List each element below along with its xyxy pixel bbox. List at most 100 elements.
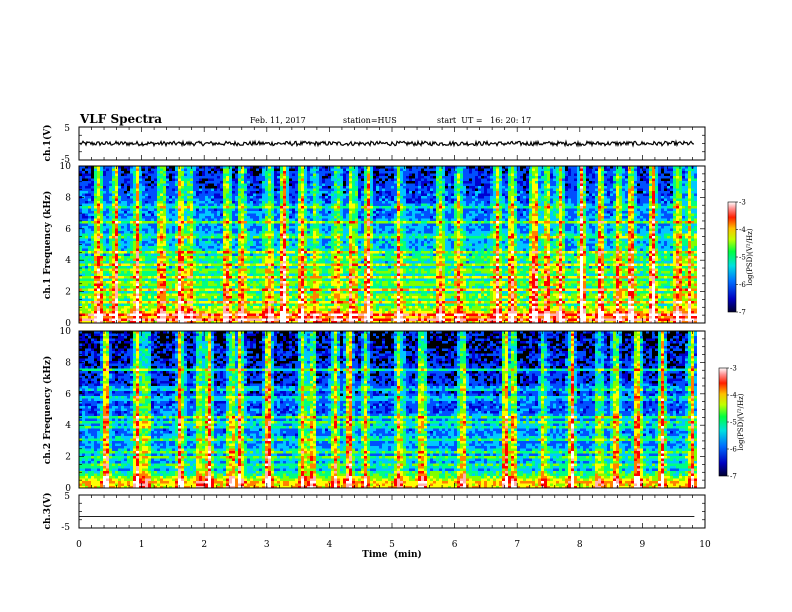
spectrogram-cell xyxy=(178,209,181,212)
spectrogram-cell xyxy=(250,309,253,312)
spectrogram-cell xyxy=(175,276,178,279)
spectrogram-cell xyxy=(163,209,166,212)
spectrogram-cell xyxy=(301,181,304,184)
spectrogram-cell xyxy=(112,236,115,239)
spectrogram-cell xyxy=(94,281,97,284)
spectrogram-cell xyxy=(91,236,94,239)
spectrogram-cell xyxy=(115,304,118,307)
spectrogram-cell xyxy=(88,201,91,204)
spectrogram-cell xyxy=(121,279,124,282)
spectrogram-cell xyxy=(208,174,211,177)
spectrogram-cell xyxy=(250,249,253,252)
spectrogram-cell xyxy=(124,279,127,282)
spectrogram-cell xyxy=(307,221,310,224)
spectrogram-cell xyxy=(253,224,256,227)
spectrogram-cell xyxy=(238,194,241,197)
spectrogram-cell xyxy=(280,244,283,247)
spectrogram-cell xyxy=(124,299,127,302)
spectrogram-cell xyxy=(190,201,193,204)
spectrogram-cell xyxy=(142,274,145,277)
spectrogram-cell xyxy=(172,319,175,322)
spectrogram-cell xyxy=(277,224,280,227)
spectrogram-cell xyxy=(295,279,298,282)
spectrogram-cell xyxy=(277,171,280,174)
spectrogram-cell xyxy=(142,286,145,289)
spectrogram-cell xyxy=(262,319,265,322)
spectrogram-cell xyxy=(268,209,271,212)
spectrogram-cell xyxy=(175,209,178,212)
spectrogram-cell xyxy=(118,249,121,252)
spectrogram-cell xyxy=(130,289,133,292)
spectrogram-cell xyxy=(118,241,121,244)
spectrogram-cell xyxy=(310,261,313,264)
spectrogram-cell xyxy=(94,239,97,242)
spectrogram-cell xyxy=(298,264,301,267)
spectrogram-cell xyxy=(223,194,226,197)
spectrogram-cell xyxy=(142,261,145,264)
spectrogram-cell xyxy=(184,211,187,214)
spectrogram-cell xyxy=(283,239,286,242)
spectrogram-cell xyxy=(304,219,307,222)
spectrogram-cell xyxy=(259,306,262,309)
spectrogram-cell xyxy=(205,211,208,214)
spectrogram-cell xyxy=(88,276,91,279)
spectrogram-cell xyxy=(100,239,103,242)
spectrogram-cell xyxy=(271,276,274,279)
spectrogram-cell xyxy=(211,249,214,252)
spectrogram-cell xyxy=(154,241,157,244)
spectrogram-cell xyxy=(181,304,184,307)
spectrogram-cell xyxy=(103,261,106,264)
spectrogram-cell xyxy=(235,189,238,192)
spectrogram-cell xyxy=(166,306,169,309)
spectrogram-cell xyxy=(259,251,262,254)
spectrogram-cell xyxy=(241,209,244,212)
spectrogram-cell xyxy=(229,229,232,232)
spectrogram-cell xyxy=(250,319,253,322)
spectrogram-cell xyxy=(265,296,268,299)
spectrogram-cell xyxy=(253,246,256,249)
spectrogram-cell xyxy=(289,306,292,309)
spectrogram-cell xyxy=(205,289,208,292)
spectrogram-cell xyxy=(139,221,142,224)
spectrogram-cell xyxy=(199,234,202,237)
spectrogram-cell xyxy=(103,266,106,269)
spectrogram-cell xyxy=(307,241,310,244)
spectrogram-cell xyxy=(247,221,250,224)
spectrogram-cell xyxy=(154,201,157,204)
spectrogram-cell xyxy=(208,229,211,232)
spectrogram-cell xyxy=(103,254,106,257)
spectrogram-cell xyxy=(91,254,94,257)
spectrogram-cell xyxy=(142,239,145,242)
spectrogram-cell xyxy=(178,204,181,207)
spectrogram-cell xyxy=(265,256,268,259)
spectrogram-cell xyxy=(241,249,244,252)
spectrogram-cell xyxy=(190,284,193,287)
spectrogram-cell xyxy=(295,299,298,302)
spectrogram-cell xyxy=(286,314,289,317)
spectrogram-cell xyxy=(181,226,184,229)
spectrogram-cell xyxy=(256,169,259,172)
spectrogram-cell xyxy=(196,231,199,234)
spectrogram-cell xyxy=(277,211,280,214)
spectrogram-cell xyxy=(154,199,157,202)
spectrogram-cell xyxy=(142,191,145,194)
spectrogram-cell xyxy=(82,194,85,197)
spectrogram-cell xyxy=(301,184,304,187)
spectrogram-cell xyxy=(175,171,178,174)
spectrogram-cell xyxy=(145,199,148,202)
spectrogram-cell xyxy=(103,281,106,284)
spectrogram-cell xyxy=(214,311,217,314)
spectrogram-cell xyxy=(193,261,196,264)
spectrogram-cell xyxy=(202,251,205,254)
spectrogram-cell xyxy=(223,239,226,242)
spectrogram-cell xyxy=(274,211,277,214)
spectrogram-cell xyxy=(157,251,160,254)
spectrogram-cell xyxy=(277,269,280,272)
spectrogram-cell xyxy=(307,224,310,227)
spectrogram-cell xyxy=(97,221,100,224)
spectrogram-cell xyxy=(94,201,97,204)
spectrogram-cell xyxy=(106,221,109,224)
spectrogram-cell xyxy=(310,251,313,254)
spectrogram-cell xyxy=(208,309,211,312)
spectrogram-cell xyxy=(235,236,238,239)
